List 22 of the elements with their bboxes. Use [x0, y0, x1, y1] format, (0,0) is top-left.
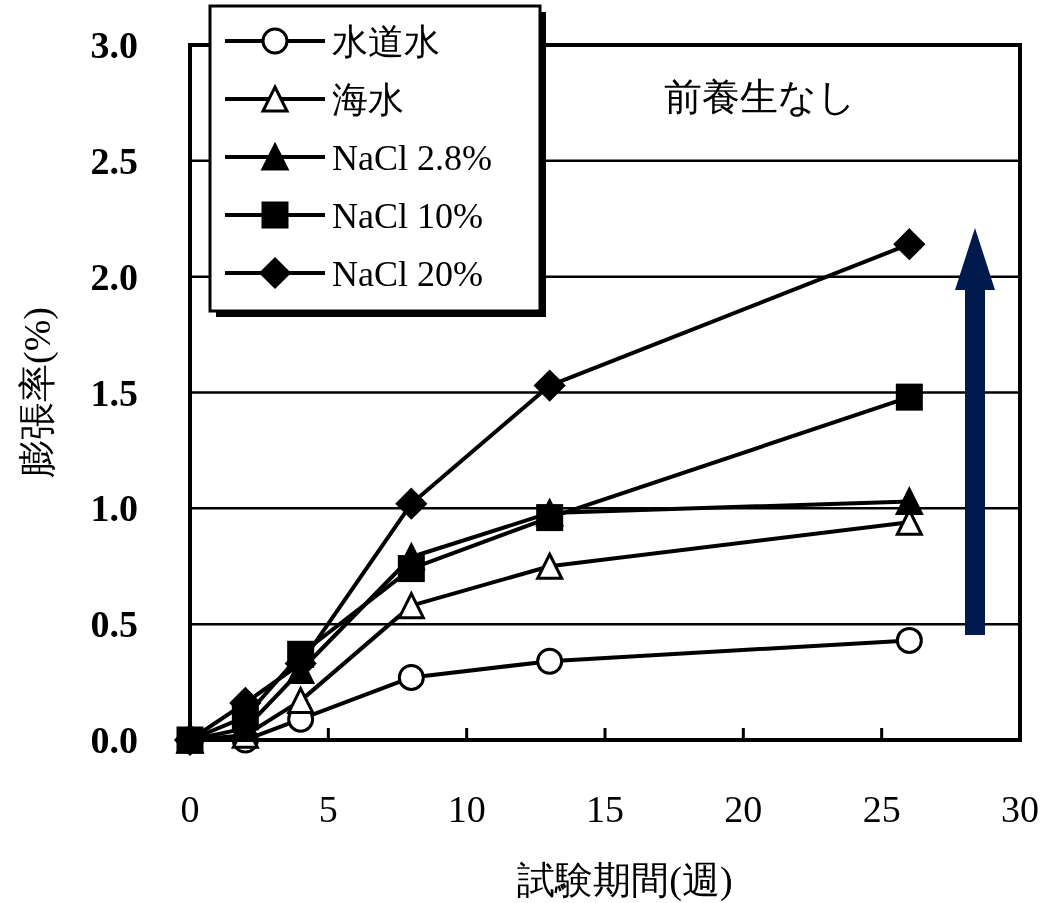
- x-tick-label: 0: [180, 788, 200, 830]
- x-tick-label: 15: [586, 788, 624, 830]
- y-tick-label: 3.0: [90, 24, 138, 66]
- x-tick-label: 10: [447, 788, 486, 830]
- y-tick-label: 2.5: [90, 139, 138, 182]
- y-tick-label: 0.0: [90, 719, 138, 761]
- annotation: 前養生なし: [664, 76, 856, 118]
- legend-label: 海水: [332, 80, 404, 120]
- x-tick-label: 5: [318, 788, 338, 830]
- y-tick-label: 2.0: [90, 255, 138, 298]
- legend-label: 水道水: [332, 22, 440, 62]
- x-axis-title: 試験期間(週): [517, 859, 733, 902]
- y-tick-label: 1.5: [90, 371, 138, 414]
- y-tick-label: 1.0: [90, 487, 138, 530]
- x-tick-label: 30: [1001, 788, 1039, 830]
- legend-label: NaCl 10%: [332, 196, 483, 236]
- x-tick-label: 25: [862, 788, 901, 830]
- x-tick-label: 20: [724, 788, 763, 830]
- legend-label: NaCl 2.8%: [332, 138, 492, 178]
- y-tick-label: 0.5: [90, 603, 138, 646]
- y-axis-title: 膨張率(%): [16, 307, 59, 478]
- legend-label: NaCl 20%: [332, 254, 483, 294]
